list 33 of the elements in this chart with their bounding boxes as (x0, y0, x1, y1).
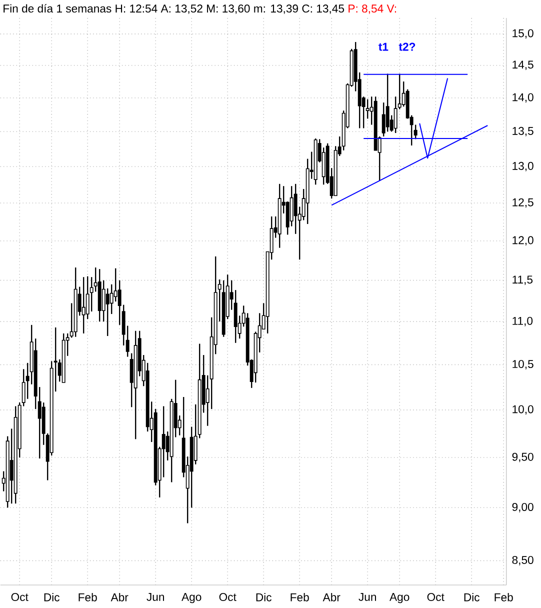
y-tick-label: 11,0 (512, 316, 532, 326)
annotation: t2? (398, 42, 415, 51)
y-tick-label: 13,5 (512, 126, 534, 136)
x-tick-label: Dic (256, 593, 272, 602)
x-tick-label: Abr (322, 593, 340, 602)
annotation: t1 (378, 42, 388, 51)
x-tick-label: Oct (427, 593, 444, 602)
y-tick-label: 11,5 (512, 276, 532, 285)
x-tick-label: Feb (78, 593, 97, 602)
y-tick-label: 10,0 (512, 405, 534, 415)
x-tick-label: Ago (181, 593, 202, 604)
y-tick-label: 12,5 (512, 198, 534, 208)
x-tick-label: Dic (464, 593, 480, 602)
x-tick-label: Abr (110, 593, 128, 602)
y-tick-label: 9,00 (512, 502, 534, 512)
y-tick-label: 15,0 (512, 29, 534, 39)
chart-subtitle: P: 8,54 V: (348, 4, 396, 14)
x-tick-label: Oct (219, 593, 236, 602)
y-tick-label: 9,50 (512, 452, 534, 462)
y-tick-label: 12,0 (512, 236, 534, 246)
x-tick-label: Dic (44, 593, 60, 602)
x-tick-label: Ago (389, 593, 410, 604)
y-tick-label: 14,0 (512, 93, 534, 103)
x-tick-label: Feb (290, 593, 309, 602)
y-tick-label: 10,5 (512, 360, 534, 370)
chart-title: Fin de día 1 semanas H: 12:54 A: 13,52 M: 13,60 m: 13,39 C: 13,45 (3, 4, 344, 14)
x-tick-label: Oct (11, 593, 28, 602)
y-tick-label: 14,5 (512, 60, 534, 70)
x-tick-label: Jun (146, 593, 164, 601)
y-tick-label: 8,50 (512, 556, 534, 566)
x-tick-label: Feb (494, 593, 513, 602)
x-tick-label: Jun (358, 593, 376, 601)
y-tick-label: 13,0 (512, 162, 534, 172)
